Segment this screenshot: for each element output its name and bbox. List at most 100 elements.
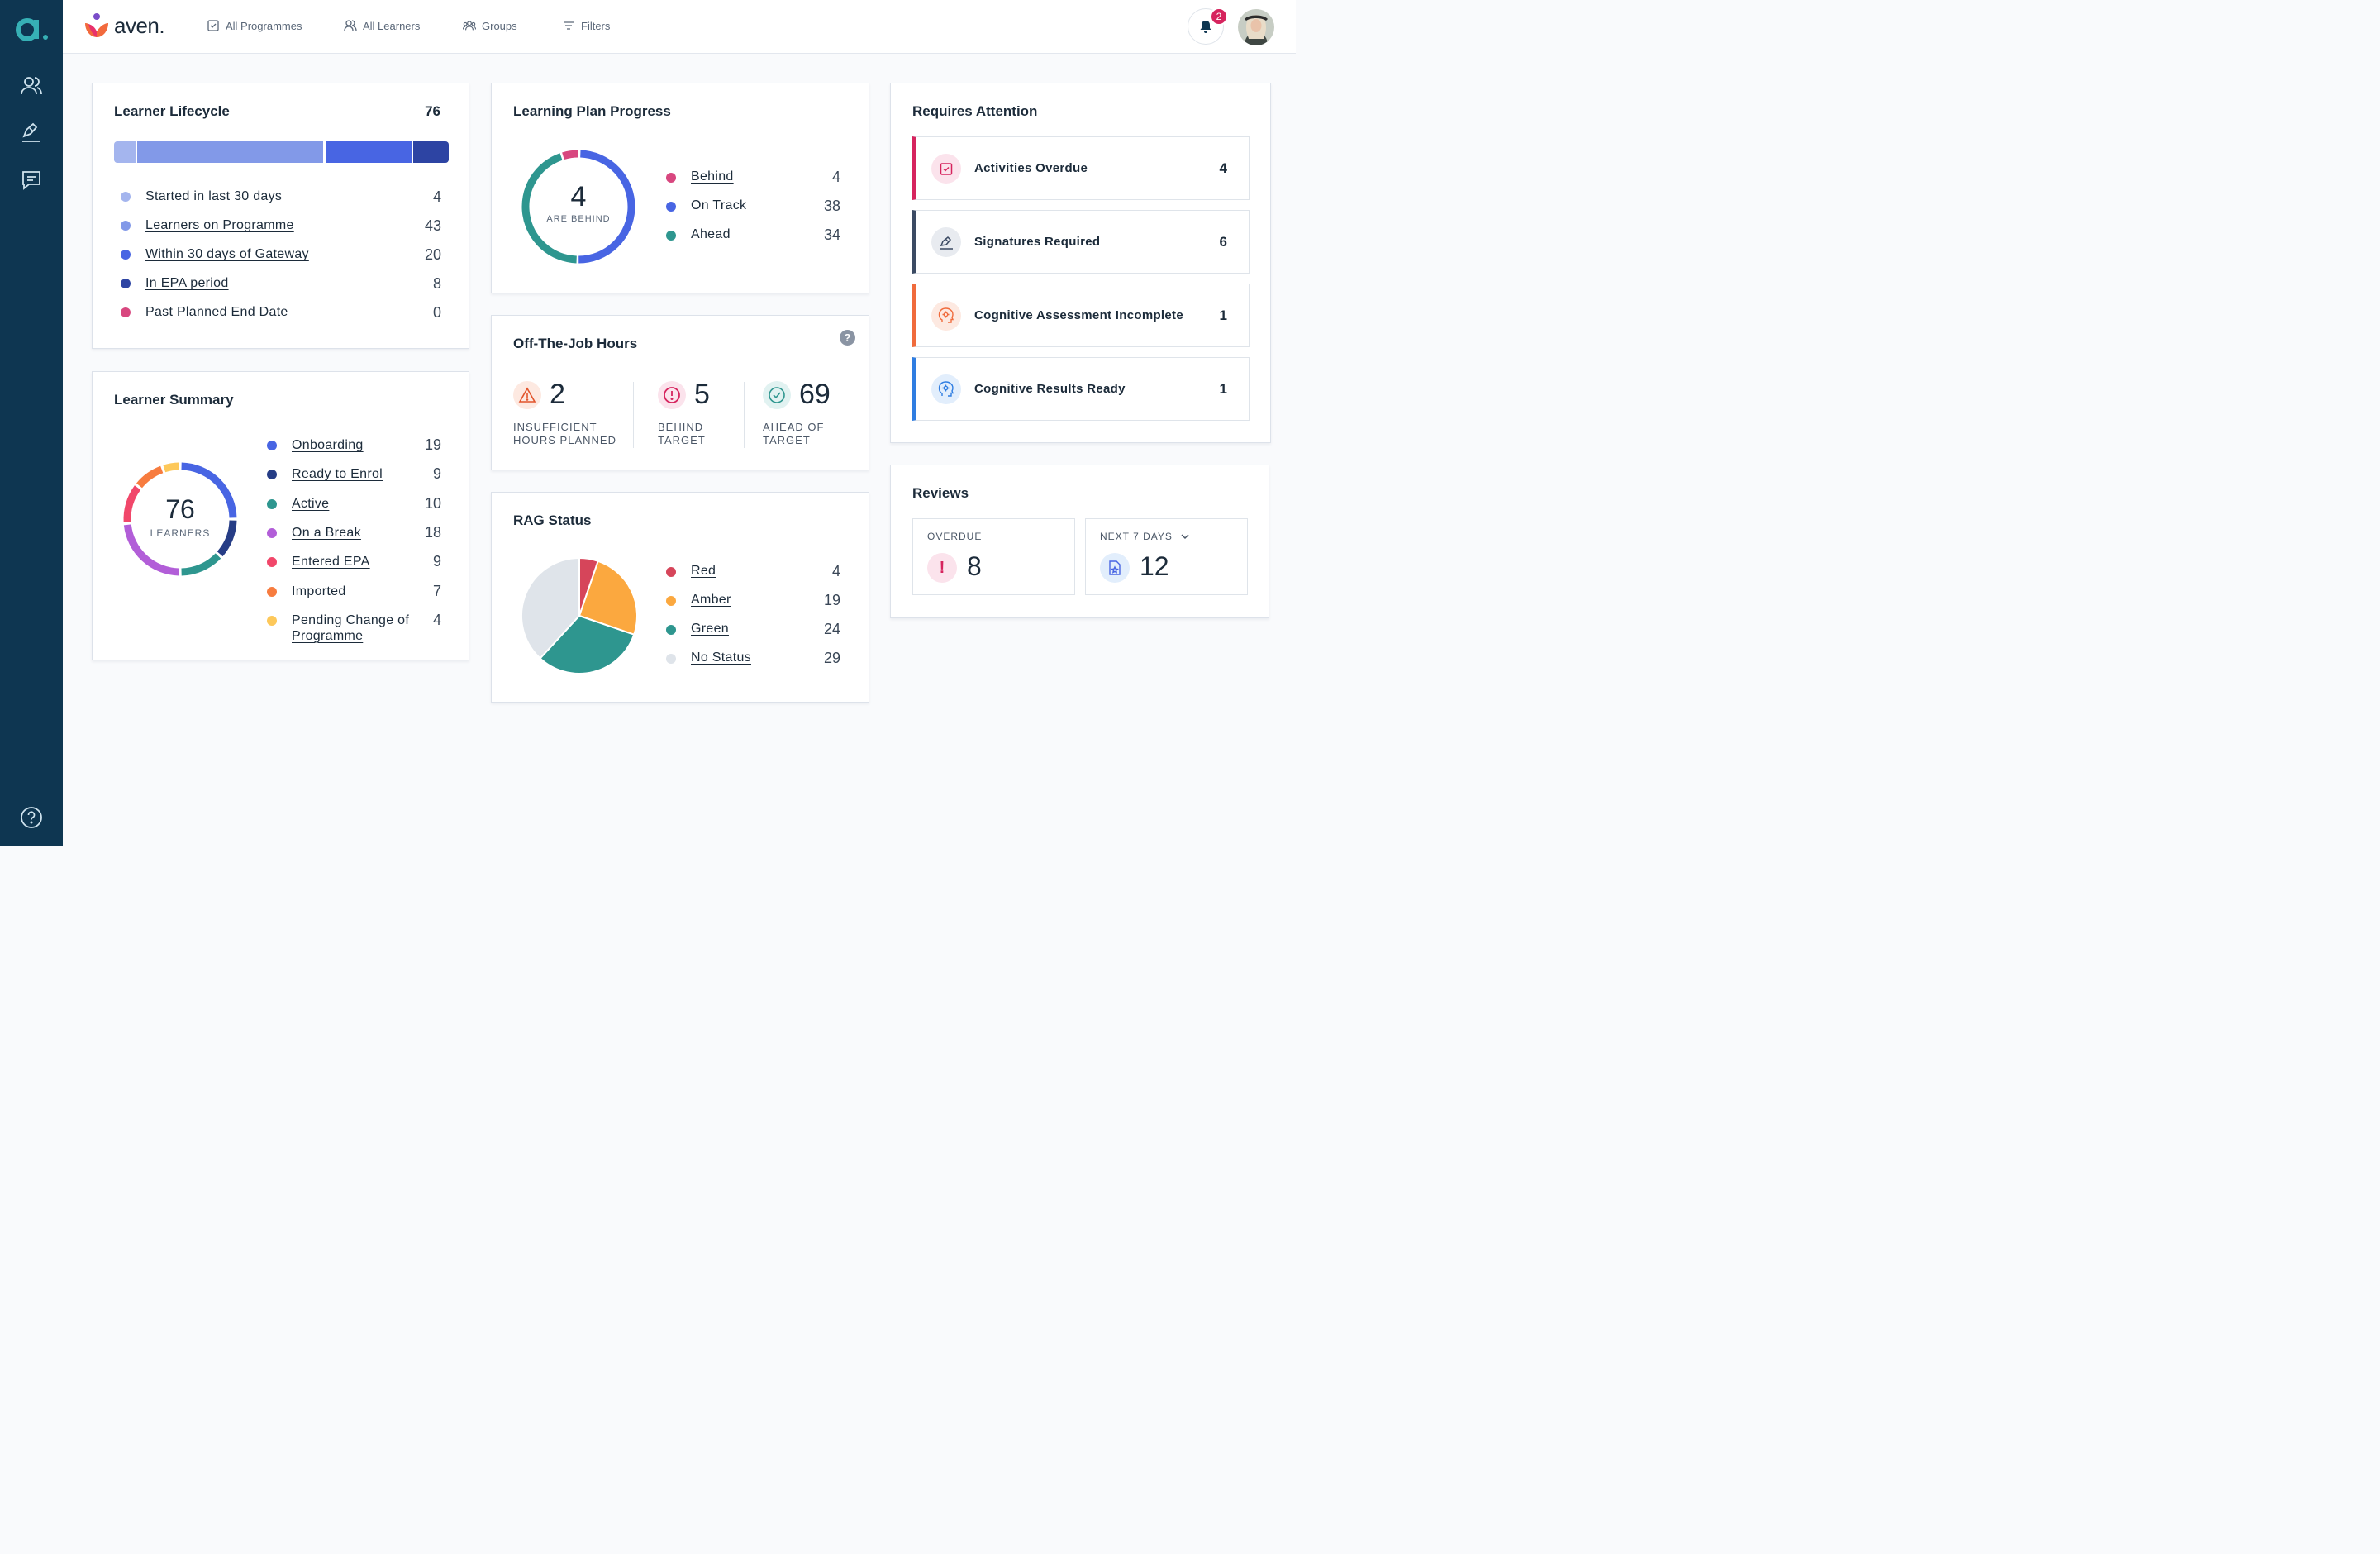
donut-segment-ready-to-enrol[interactable] (217, 520, 237, 557)
aven-logo-icon (85, 13, 108, 37)
rag-item-link[interactable]: No Status (691, 651, 751, 665)
attention-cognitive-incomplete[interactable]: Cognitive Assessment Incomplete 1 (912, 284, 1250, 347)
question-icon[interactable]: ? (840, 330, 855, 346)
notifications-button[interactable]: 2 (1188, 7, 1228, 45)
summary-item-link[interactable]: On a Break (292, 525, 361, 540)
plan-item-link[interactable]: Behind (691, 169, 734, 184)
sidebar (0, 0, 63, 846)
summary-item-link[interactable]: Active (292, 496, 330, 511)
summary-item-link[interactable]: Onboarding (292, 438, 364, 452)
donut-segment-active[interactable] (181, 553, 221, 576)
learner-summary-donut (123, 462, 237, 576)
nav-groups[interactable]: Groups (463, 19, 517, 32)
donut-segment-on-a-break[interactable] (123, 524, 179, 576)
rag-item-value: 19 (823, 592, 840, 608)
donut-center-value: 4 (570, 181, 587, 212)
legend-dot (121, 221, 131, 231)
bar-segment-on-programme[interactable] (137, 141, 323, 163)
brand-name: aven. (114, 12, 165, 38)
lifecycle-link[interactable]: In EPA period (145, 276, 229, 290)
attention-signatures-required[interactable]: Signatures Required 6 (912, 210, 1250, 274)
top-header: aven. All Programmes All Learners Groups… (63, 0, 1296, 54)
rag-item-link[interactable]: Red (691, 564, 716, 578)
donut-center-value: 76 (165, 494, 195, 524)
signature-nav-icon[interactable] (18, 119, 45, 145)
requires-attention-card: Requires Attention Activities Overdue 4 … (890, 83, 1271, 443)
alert-circle-icon (658, 380, 686, 409)
summary-item: Entered EPA (267, 554, 424, 570)
help-nav-icon[interactable] (18, 804, 45, 831)
summary-item-link[interactable]: Imported (292, 584, 346, 598)
user-avatar[interactable] (1238, 9, 1274, 45)
group-icon (463, 21, 476, 31)
legend-dot (666, 625, 676, 635)
app-logo[interactable] (13, 10, 50, 46)
bar-segment-started[interactable] (114, 141, 136, 163)
attention-label: Activities Overdue (974, 161, 1088, 175)
rag-item: Amber (666, 593, 731, 608)
donut-segment-ahead[interactable] (521, 153, 577, 264)
legend-dot (666, 231, 676, 241)
summary-item-link[interactable]: Entered EPA (292, 555, 370, 570)
reviews-next-7-days[interactable]: NEXT 7 DAYS 12 (1085, 518, 1248, 595)
plan-item-value: 4 (831, 169, 840, 185)
signature-icon (931, 226, 961, 257)
messages-nav-icon[interactable] (18, 167, 45, 193)
otj-label-line1: INSUFFICIENT (513, 421, 597, 433)
brand[interactable]: aven. (83, 12, 165, 40)
lifecycle-item-on-programme: Learners on Programme (121, 218, 294, 233)
learners-nav-icon[interactable] (18, 73, 45, 99)
otj-label-line2: TARGET (763, 434, 811, 446)
pie-slice-amber[interactable] (578, 560, 638, 636)
lifecycle-total: 76 (425, 103, 440, 119)
rag-item: Red (666, 564, 716, 579)
donut-segment-imported[interactable] (136, 465, 164, 489)
plan-item-link[interactable]: On Track (691, 198, 747, 212)
lifecycle-link[interactable]: Within 30 days of Gateway (145, 247, 309, 261)
attention-activities-overdue[interactable]: Activities Overdue 4 (912, 136, 1250, 200)
summary-item-link[interactable]: Ready to Enrol (292, 467, 383, 482)
plan-item-link[interactable]: Ahead (691, 227, 731, 241)
attention-value: 1 (1219, 380, 1227, 397)
nav-label: All Learners (363, 19, 421, 32)
donut-segment-behind[interactable] (562, 150, 578, 160)
card-title: Requires Attention (912, 103, 1038, 119)
otj-value: 2 (550, 379, 565, 410)
summary-item: Active (267, 496, 424, 512)
donut-segment-on-track[interactable] (578, 150, 635, 264)
lifecycle-link[interactable]: Started in last 30 days (145, 189, 283, 203)
reviews-overdue[interactable]: OVERDUE ! 8 (912, 518, 1075, 595)
lifecycle-item-gateway: Within 30 days of Gateway (121, 247, 309, 262)
rag-item-link[interactable]: Amber (691, 593, 731, 607)
pie-slice-green[interactable] (539, 614, 635, 675)
otj-insufficient[interactable]: 2 INSUFFICIENT HOURS PLANNED (513, 379, 616, 447)
donut-center-label: LEARNERS (150, 527, 211, 539)
pie-slice-no-status[interactable] (521, 556, 580, 660)
nav-all-programmes[interactable]: All Programmes (207, 19, 302, 32)
summary-item: Ready to Enrol (267, 466, 424, 482)
legend-dot (666, 596, 676, 606)
summary-item-value: 9 (432, 465, 441, 483)
reviews-next-dropdown[interactable]: NEXT 7 DAYS (1100, 531, 1191, 542)
exclamation-icon: ! (927, 553, 957, 583)
summary-item-value: 18 (424, 523, 441, 541)
attention-label: Cognitive Assessment Incomplete (974, 308, 1183, 322)
lifecycle-link[interactable]: Learners on Programme (145, 218, 294, 232)
otj-ahead[interactable]: 69 AHEAD OF TARGET (763, 379, 831, 447)
nav-all-learners[interactable]: All Learners (344, 19, 420, 32)
donut-segment-entered-epa[interactable] (123, 485, 141, 522)
attention-cognitive-results[interactable]: Cognitive Results Ready 1 (912, 357, 1250, 421)
lifecycle-value: 20 (424, 246, 441, 263)
nav-filters[interactable]: Filters (562, 19, 610, 32)
bar-segment-epa[interactable] (413, 141, 449, 163)
summary-item-value: 7 (432, 582, 441, 599)
otj-behind[interactable]: 5 BEHIND TARGET (658, 379, 710, 447)
rag-item-link[interactable]: Green (691, 622, 729, 636)
bar-segment-gateway[interactable] (326, 141, 412, 163)
donut-segment-pending-change-of-programme[interactable] (163, 462, 179, 473)
plan-item: Ahead (666, 227, 731, 242)
attention-value: 4 (1219, 160, 1227, 176)
learner-summary-card: Learner Summary 76 LEARNERS Onboarding 19… (92, 371, 469, 660)
summary-item-link[interactable]: Pending Change of Programme (292, 613, 410, 643)
donut-segment-onboarding[interactable] (181, 462, 237, 518)
